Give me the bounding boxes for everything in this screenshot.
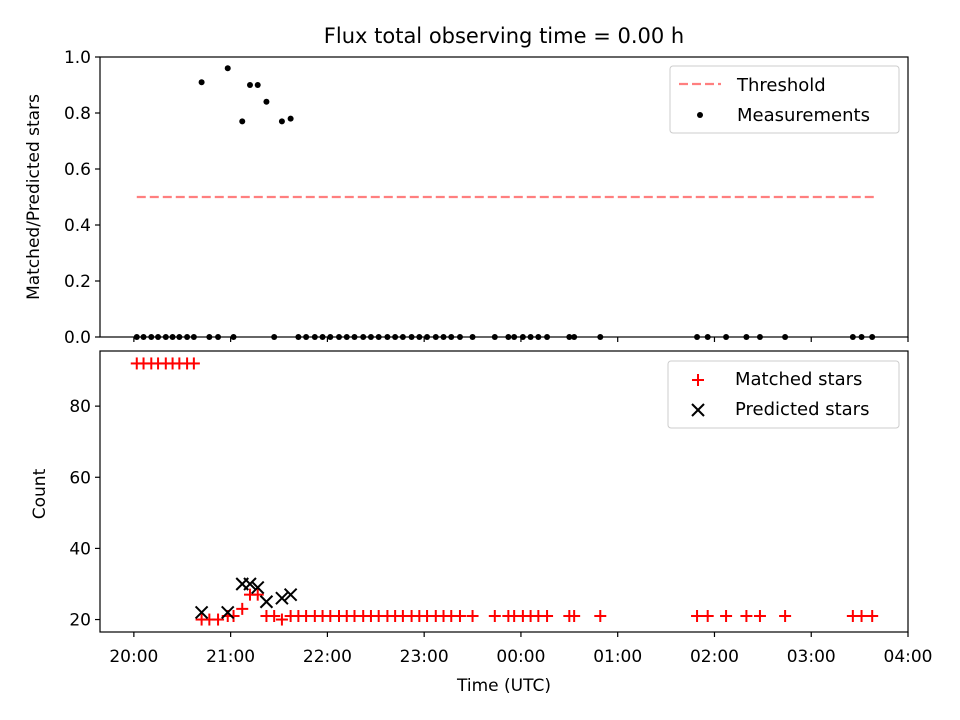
matched-star-point — [691, 609, 704, 622]
legend-predicted-marker — [691, 403, 705, 417]
bottom-legend: Matched stars Predicted stars — [667, 360, 900, 429]
top-axes-frame — [99, 56, 909, 338]
matched-star-point — [488, 609, 501, 622]
top-ytick-label: 0.8 — [64, 104, 91, 124]
matched-star-point — [268, 609, 281, 622]
matched-star-point — [466, 609, 479, 622]
xtick-label: 23:00 — [400, 647, 449, 667]
matched-star-point — [541, 609, 554, 622]
matched-star-point — [855, 609, 868, 622]
predicted-star-point — [243, 577, 257, 591]
bottom-y-axis: 20 40 60 80 — [69, 397, 100, 631]
bottom-ytick-label: 20 — [69, 611, 91, 631]
bottom-ytick-label: 80 — [69, 397, 91, 417]
bottom-axes-frame — [99, 350, 909, 633]
xtick-label: 22:00 — [303, 647, 352, 667]
xtick-label: 03:00 — [787, 647, 836, 667]
bottom-ytick-label: 40 — [69, 539, 91, 559]
legend-predicted-label: Predicted stars — [735, 399, 869, 420]
matched-star-point — [212, 613, 225, 626]
matched-star-point — [594, 609, 607, 622]
matched-star-point — [227, 609, 240, 622]
top-legend-box — [669, 65, 900, 134]
xtick-label: 01:00 — [593, 647, 642, 667]
matched-star-point — [701, 609, 714, 622]
predicted-star-point — [221, 605, 235, 620]
bottom-ytick-label: 60 — [69, 468, 91, 488]
bottom-legend-box — [667, 360, 900, 429]
measurement-point — [246, 82, 253, 88]
xtick-label: 21:00 — [206, 647, 255, 667]
bottom-plot-area — [130, 357, 879, 626]
top-ytick-label: 0.6 — [64, 160, 91, 180]
top-ytick-label: 0.0 — [64, 328, 91, 348]
x-axis-label: Time (UTC) — [456, 676, 551, 696]
measurement-point — [263, 98, 270, 105]
matched-star-point — [720, 609, 733, 622]
chart-title: Flux total observing time = 0.00 h — [324, 24, 684, 48]
legend-threshold-label: Threshold — [736, 75, 826, 96]
xtick-label: 02:00 — [690, 647, 739, 667]
xtick-label: 04:00 — [884, 647, 933, 667]
measurement-point — [224, 65, 231, 72]
xtick-label: 00:00 — [496, 647, 545, 667]
count-panel: Count Time (UTC) 20 40 60 80 20:00 21:00 22:0… — [30, 350, 933, 696]
matched-star-point — [453, 609, 466, 622]
legend-measurements-label: Measurements — [737, 105, 870, 126]
ratio-panel: Flux total observing time = 0.00 h Match… — [24, 24, 909, 348]
predicted-star-point — [194, 605, 209, 620]
predicted-star-point — [275, 591, 289, 605]
xtick-label: 20:00 — [109, 647, 158, 667]
matched-star-point — [275, 613, 288, 626]
matched-star-point — [779, 609, 792, 622]
measurement-point — [239, 118, 246, 125]
top-y-axis: 0.0 0.2 0.4 0.6 0.8 1.0 — [64, 48, 100, 348]
predicted-star-point — [283, 587, 298, 602]
measurement-point — [198, 79, 205, 86]
top-y-axis-label: Matched/Predicted stars — [24, 94, 44, 300]
top-x-axis-ticks — [133, 337, 909, 342]
top-ytick-label: 0.2 — [64, 272, 91, 292]
measurement-point — [254, 82, 261, 88]
matched-star-point — [187, 357, 200, 370]
bottom-x-axis: 20:00 21:00 22:00 23:00 00:00 01:00 02:00 03:00… — [109, 632, 933, 667]
predicted-star-point — [251, 580, 265, 595]
measurement-point — [287, 115, 294, 122]
predicted-star-point — [259, 595, 274, 609]
top-ytick-label: 1.0 — [64, 48, 91, 68]
bottom-y-axis-label: Count — [30, 468, 50, 519]
matched-star-point — [740, 609, 753, 622]
matched-star-point — [251, 588, 264, 601]
legend-matched-marker — [692, 374, 704, 386]
legend-measurements-marker — [697, 112, 703, 118]
measurement-point — [278, 118, 285, 125]
top-legend: Threshold Measurements — [669, 65, 900, 134]
legend-matched-label: Matched stars — [735, 369, 862, 390]
matched-star-point — [866, 609, 879, 622]
matched-star-point — [568, 609, 581, 622]
top-ytick-label: 0.4 — [64, 216, 91, 236]
matched-star-point — [753, 609, 766, 622]
matched-star-point — [236, 602, 249, 615]
